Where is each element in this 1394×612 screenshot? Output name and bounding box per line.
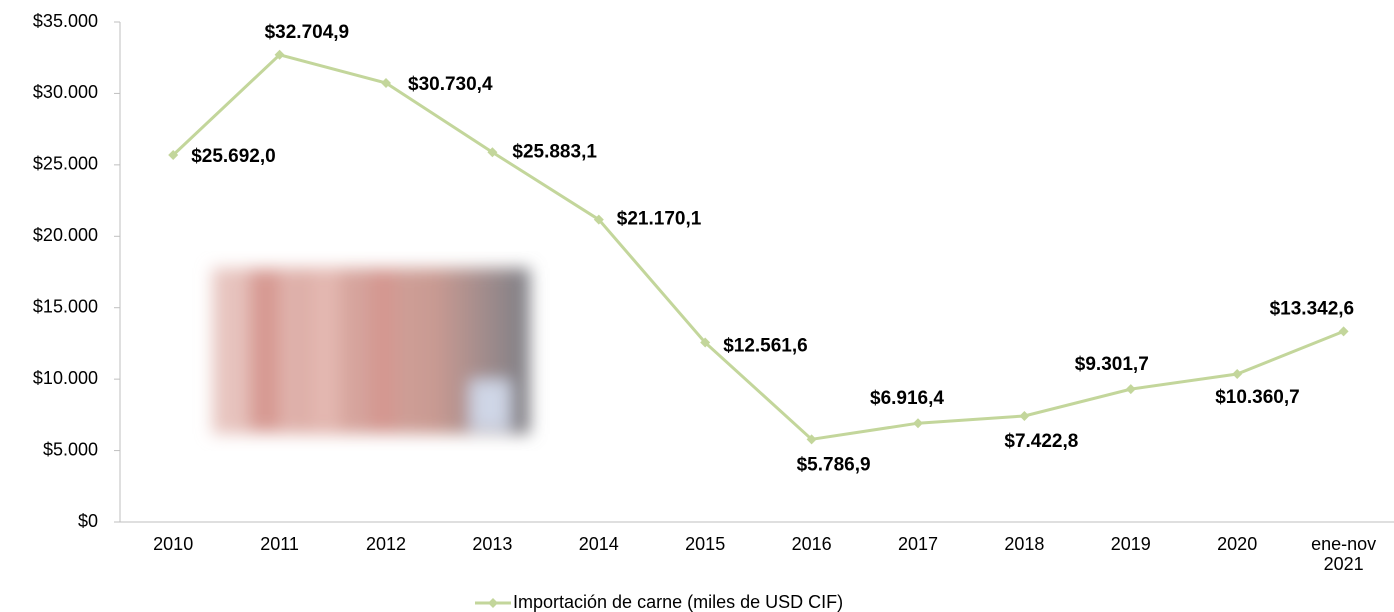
x-tick-label: 2017 xyxy=(873,534,963,554)
x-tick-label: 2020 xyxy=(1192,534,1282,554)
data-label: $32.704,9 xyxy=(265,22,350,43)
y-tick-label: $5.000 xyxy=(43,439,98,459)
marker xyxy=(1019,411,1029,421)
data-label: $7.422,8 xyxy=(1004,431,1078,452)
x-tick-label: 2015 xyxy=(660,534,750,554)
chart-container: $0 $5.000 $10.000 $15.000 $20.000 $25.000 $30.… xyxy=(0,0,1394,612)
legend-marker xyxy=(488,598,498,608)
data-label: $30.730,4 xyxy=(408,74,493,95)
x-tick-label: 2013 xyxy=(447,534,537,554)
y-tick-label: $20.000 xyxy=(33,225,98,245)
x-tick-label: 2010 xyxy=(128,534,218,554)
photo xyxy=(212,268,530,434)
x-tick-label: 2018 xyxy=(979,534,1069,554)
marker xyxy=(1339,326,1349,336)
chart: $0 $5.000 $10.000 $15.000 $20.000 $25.000 $30.… xyxy=(0,0,1394,612)
data-label: $9.301,7 xyxy=(1075,354,1149,375)
marker xyxy=(1126,384,1136,394)
data-label: $6.916,4 xyxy=(870,388,944,409)
x-tick-label: 2019 xyxy=(1086,534,1176,554)
y-tick-label: $35.000 xyxy=(33,11,98,31)
x-tick-label: 2012 xyxy=(341,534,431,554)
data-label: $25.883,1 xyxy=(512,141,597,162)
y-tick-label: $10.000 xyxy=(33,368,98,388)
x-tick-label: 2011 xyxy=(235,534,325,554)
x-tick-label: 2014 xyxy=(554,534,644,554)
marker xyxy=(1232,369,1242,379)
data-label: $25.692,0 xyxy=(191,146,276,167)
data-label: $12.561,6 xyxy=(723,336,808,357)
y-tick-label: $0 xyxy=(78,511,98,531)
data-label: $10.360,7 xyxy=(1215,387,1300,408)
data-label: $5.786,9 xyxy=(797,454,871,475)
x-tick-label: ene-nov 2021 xyxy=(1309,534,1379,574)
marker xyxy=(913,418,923,428)
data-label: $21.170,1 xyxy=(617,209,702,230)
x-tick-label: 2016 xyxy=(767,534,857,554)
legend-label: Importación de carne (miles de USD CIF) xyxy=(513,592,843,612)
y-tick-label: $25.000 xyxy=(33,154,98,174)
y-tick-label: $30.000 xyxy=(33,82,98,102)
data-label: $13.342,6 xyxy=(1270,298,1355,319)
y-tick-label: $15.000 xyxy=(33,296,98,316)
